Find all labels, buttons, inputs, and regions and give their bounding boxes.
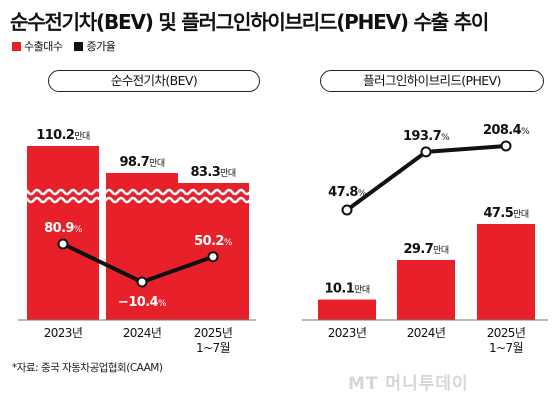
phev-growth-point (341, 204, 353, 216)
bev-bar-label: 98.7만대 (119, 155, 164, 170)
phev-growth-label: 47.8% (328, 185, 367, 200)
bev-growth-label: 50.2% (194, 234, 233, 249)
bev-growth-point (207, 251, 219, 263)
bev-growth-label: 80.9% (44, 221, 83, 236)
phev-growth-point (500, 140, 512, 152)
legend-label-growth: 증가율 (86, 40, 116, 53)
bev-bar (27, 146, 99, 320)
phev-bar-label: 47.5만대 (483, 206, 528, 221)
legend-item-exports: 수출대수 (12, 38, 63, 54)
bev-axis-break (21, 196, 263, 204)
phev-bar (397, 259, 455, 320)
bev-category-label: 2024년 (123, 326, 162, 340)
bev-bar-label: 110.2만대 (36, 128, 90, 143)
source-note: *자료: 중국 자동차공업협회(CAAM) (12, 362, 163, 374)
phev-bar (318, 299, 376, 320)
phev-bar (477, 224, 535, 320)
legend-swatch-growth (74, 41, 84, 51)
bev-chart-title: 순수전기차(BEV) (48, 70, 260, 92)
phev-category-label: 2023년 (328, 326, 367, 340)
bev-bar-label: 83.3만대 (190, 165, 235, 180)
bev-category-label: 2023년 (44, 326, 83, 340)
bev-growth-point (57, 238, 69, 250)
phev-category-label: 2024년 (407, 326, 446, 340)
bev-growth-point (136, 276, 148, 288)
legend-swatch-exports (12, 41, 21, 51)
bev-bar (106, 173, 178, 320)
bev-growth-label: −10.4% (118, 295, 167, 310)
phev-category-label: 2025년 (487, 326, 526, 340)
phev-growth-label: 193.7% (403, 129, 450, 144)
chart-title: 순수전기차(BEV) 및 플러그인하이브리드(PHEV) 수출 추이 (10, 10, 489, 34)
bev-axis-break (21, 188, 263, 196)
phev-bar-label: 29.7만대 (403, 242, 448, 257)
phev-bar-label: 10.1만대 (324, 282, 369, 297)
bev-category-label: 2025년 (194, 326, 233, 340)
legend-item-growth: 증가율 (74, 38, 116, 54)
publisher-logo: MT 머니투데이 (348, 374, 469, 394)
phev-growth-label: 208.4% (483, 123, 530, 138)
phev-growth-point (420, 146, 432, 158)
bev-category-label: 1~7월 (196, 341, 230, 355)
legend-label-exports: 수출대수 (24, 40, 63, 53)
phev-category-label: 1~7월 (489, 341, 523, 355)
phev-chart-title: 플러그인하이브리드(PHEV) (320, 70, 544, 92)
legend: 수출대수 증가율 (12, 38, 121, 54)
